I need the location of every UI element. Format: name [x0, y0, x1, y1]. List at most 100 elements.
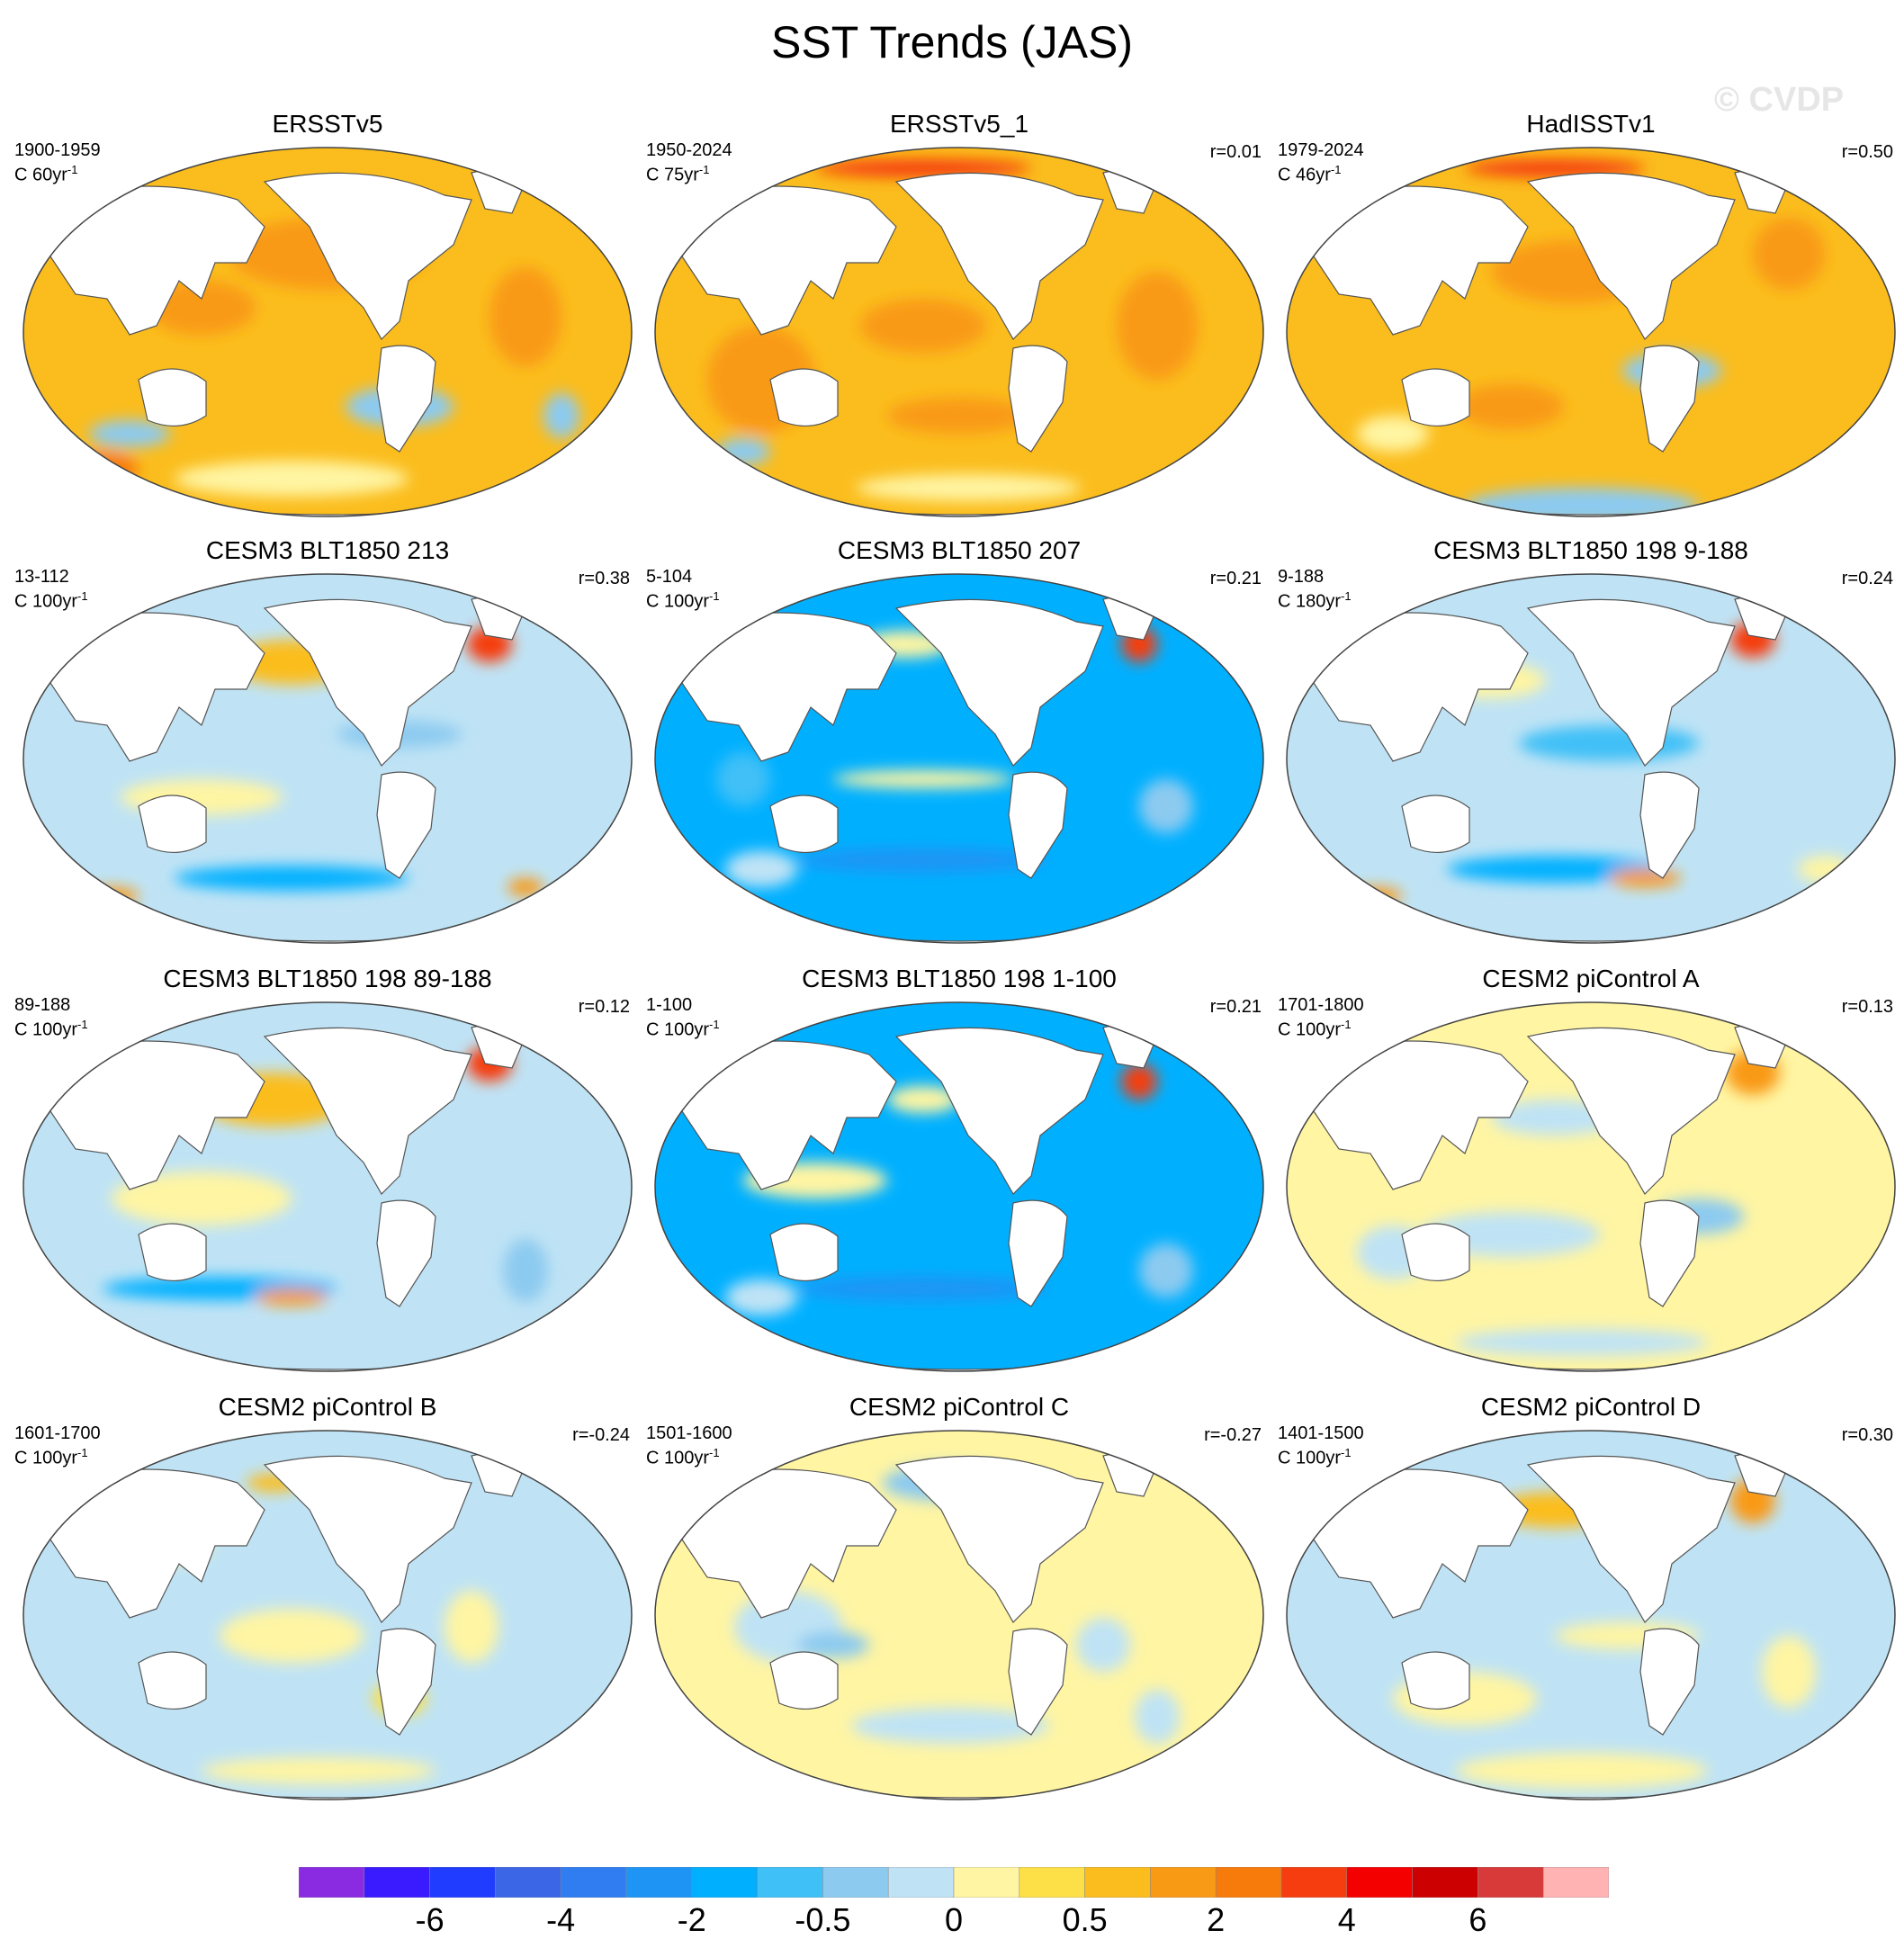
panel-period: 89-188 — [14, 995, 71, 1015]
panel-period: 1900-1959 — [14, 140, 101, 160]
units-exponent: -1 — [77, 1018, 88, 1031]
sst-map — [22, 147, 633, 517]
panel-period: 1-100 — [646, 995, 693, 1015]
anomaly-region — [112, 1172, 292, 1225]
colorbar-label: 6 — [1468, 1901, 1487, 1938]
map-panel: CESM2 piControl A 1701-1800 C 100yr-1 r=0.1… — [1276, 965, 1904, 1387]
sst-map — [654, 147, 1264, 517]
colorbar-swatch — [822, 1867, 889, 1898]
panel-correlation: r=0.13 — [1841, 997, 1893, 1017]
anomaly-region — [887, 1086, 959, 1113]
colorbar-swatch — [757, 1867, 823, 1898]
colorbar-swatch — [625, 1867, 693, 1898]
sst-map — [654, 1001, 1264, 1372]
colorbar-swatch — [1477, 1867, 1544, 1898]
panel-correlation: r=0.24 — [1841, 569, 1893, 588]
panel-title: CESM3 BLT1850 198 9-188 — [1433, 536, 1748, 564]
anomaly-region — [1357, 416, 1429, 452]
panel-units: C 100yr-1 — [1278, 1443, 1352, 1468]
units-exponent: -1 — [709, 1018, 720, 1031]
colorbar-swatch — [1150, 1867, 1217, 1898]
anomaly-region — [725, 1279, 797, 1315]
units-text: C 100yr — [1278, 1448, 1342, 1468]
colorbar-swatch — [560, 1867, 627, 1898]
anomaly-region — [1076, 1618, 1130, 1672]
sst-map — [1286, 147, 1896, 517]
colorbar-label: 0 — [944, 1901, 964, 1938]
map-panel: CESM3 BLT1850 213 13-112 C 100yr-1 r=0.38 — [13, 536, 642, 959]
panel-title: ERSSTv5 — [272, 110, 383, 138]
panel-title: CESM3 BLT1850 207 — [837, 536, 1082, 564]
sst-map — [654, 1430, 1264, 1800]
anomaly-region — [1447, 856, 1663, 883]
anomaly-region — [1798, 856, 1852, 883]
panel-units: C 75yr-1 — [646, 160, 709, 185]
panel-units: C 100yr-1 — [646, 1015, 720, 1040]
units-exponent: -1 — [1341, 589, 1352, 603]
units-text: C 100yr — [14, 1019, 78, 1040]
anomaly-region — [1348, 887, 1402, 905]
anomaly-region — [175, 866, 409, 891]
anomaly-region — [833, 770, 1013, 788]
colorbar-swatch — [1280, 1867, 1348, 1898]
colorbar-swatch — [953, 1867, 1020, 1898]
map-panel: CESM3 BLT1850 198 9-188 9-188 C 180yr-1 r=0… — [1276, 536, 1904, 959]
panel-units: C 100yr-1 — [646, 1443, 720, 1468]
panel-units: C 46yr-1 — [1278, 160, 1341, 185]
colorbar-swatch — [299, 1867, 365, 1898]
panel-period: 1950-2024 — [646, 140, 732, 160]
panel-title: CESM3 BLT1850 198 89-188 — [163, 965, 492, 992]
map-panel: ERSSTv5_1 1950-2024 C 75yr-1 r=0.01 — [644, 110, 1274, 533]
panel-correlation: r=-0.27 — [1204, 1425, 1262, 1445]
panel-period: 1979-2024 — [1278, 140, 1364, 160]
units-text: C 100yr — [646, 591, 710, 612]
panel-units: C 100yr-1 — [14, 1015, 88, 1040]
panel-correlation: r=0.21 — [1209, 569, 1262, 588]
colorbar-swatch — [1215, 1867, 1282, 1898]
anomaly-region — [220, 1609, 364, 1663]
units-exponent: -1 — [1341, 1018, 1352, 1031]
panel-period: 5-104 — [646, 567, 693, 587]
panel-units: C 100yr-1 — [14, 1443, 88, 1468]
anomaly-region — [1456, 1753, 1708, 1789]
anomaly-region — [1139, 779, 1193, 833]
units-text: C 60yr — [14, 165, 67, 185]
panel-title: CESM2 piControl B — [218, 1393, 437, 1421]
map-panel: CESM2 piControl C 1501-1600 C 100yr-1 r=-0.… — [644, 1393, 1274, 1816]
panel-title: CESM2 piControl A — [1482, 965, 1700, 992]
units-text: C 100yr — [646, 1019, 710, 1040]
anomaly-region — [797, 1276, 1049, 1301]
anomaly-region — [543, 393, 579, 438]
anomaly-region — [202, 1757, 436, 1784]
anomaly-region — [797, 848, 1049, 873]
map-panel: ERSSTv5 1900-1959 C 60yr-1 — [13, 110, 642, 533]
sst-map — [22, 1001, 633, 1372]
panel-units: C 100yr-1 — [1278, 1015, 1352, 1040]
map-panel: CESM3 BLT1850 207 5-104 C 100yr-1 r=0.21 — [644, 536, 1274, 959]
watermark: © CVDP — [1714, 81, 1845, 119]
units-exponent: -1 — [698, 163, 710, 176]
sst-map — [22, 573, 633, 944]
map-panel: HadISSTv1 1979-2024 C 46yr-1 r=0.50 — [1276, 110, 1904, 533]
panel-title: HadISSTv1 — [1526, 110, 1656, 138]
colorbar-label: -6 — [415, 1901, 445, 1938]
units-exponent: -1 — [1341, 1446, 1352, 1459]
anomaly-region — [67, 452, 139, 488]
anomaly-region — [887, 398, 1031, 434]
anomaly-region — [1762, 1636, 1816, 1708]
anomaly-region — [716, 752, 770, 806]
panel-title: CESM3 BLT1850 213 — [205, 536, 450, 564]
units-exponent: -1 — [709, 1446, 720, 1459]
units-text: C 100yr — [1278, 1019, 1342, 1040]
panel-period: 1601-1700 — [14, 1423, 101, 1443]
colorbar-swatch — [1346, 1867, 1413, 1898]
map-panel: CESM3 BLT1850 198 89-188 89-188 C 100yr-1 r… — [13, 965, 642, 1387]
anomaly-region — [175, 461, 409, 497]
sst-map — [654, 573, 1264, 944]
colorbar-swatch — [1412, 1867, 1478, 1898]
anomaly-region — [1117, 272, 1198, 380]
units-exponent: -1 — [77, 589, 88, 603]
panel-title: CESM2 piControl D — [1480, 1393, 1702, 1421]
panel-correlation: r=0.01 — [1209, 142, 1262, 162]
sst-map — [1286, 1001, 1896, 1372]
